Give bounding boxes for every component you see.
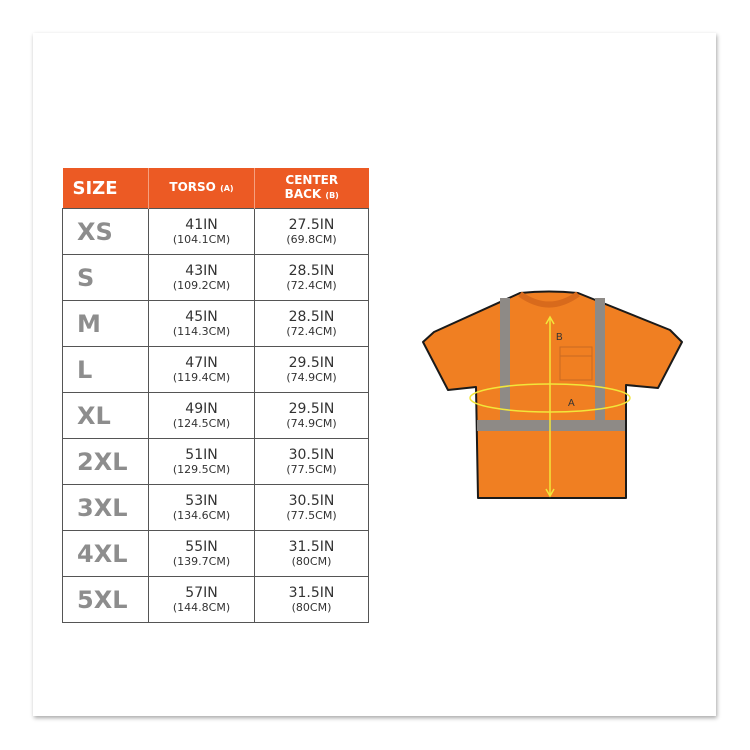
table-row: 2XL 51IN (129.5CM) 30.5IN (77.5CM) bbox=[62, 438, 369, 485]
collar bbox=[518, 291, 580, 308]
center-back-centimeters: (77.5CM) bbox=[286, 462, 337, 476]
table-row: L 47IN (119.4CM) 29.5IN (74.9CM) bbox=[62, 346, 369, 393]
table-body: XS 41IN (104.1CM) 27.5IN (69.8CM) S 43IN (109.2… bbox=[62, 208, 369, 623]
size-cell: XL bbox=[62, 392, 149, 439]
center-back-inches: 30.5IN bbox=[288, 492, 335, 509]
torso-cell: 47IN (119.4CM) bbox=[148, 346, 255, 393]
header-torso-label: TORSO bbox=[169, 180, 216, 194]
torso-centimeters: (119.4CM) bbox=[172, 370, 231, 384]
size-cell: 3XL bbox=[62, 484, 149, 531]
torso-inches: 53IN bbox=[185, 492, 218, 509]
measure-arrowheads bbox=[545, 315, 555, 498]
center-back-centimeters: (80CM) bbox=[291, 554, 332, 568]
label-b: B bbox=[556, 332, 563, 343]
center-back-inches: 27.5IN bbox=[288, 216, 335, 233]
torso-inches: 41IN bbox=[185, 216, 218, 233]
header-size: SIZE bbox=[62, 168, 149, 209]
torso-centimeters: (109.2CM) bbox=[172, 278, 231, 292]
center-back-cell: 29.5IN (74.9CM) bbox=[254, 392, 369, 439]
center-back-cell: 30.5IN (77.5CM) bbox=[254, 438, 369, 485]
tshirt-diagram: B A bbox=[422, 290, 683, 499]
size-cell: 5XL bbox=[62, 576, 149, 623]
center-back-inches: 28.5IN bbox=[288, 262, 335, 279]
torso-centimeters: (139.7CM) bbox=[172, 554, 231, 568]
table-row: 5XL 57IN (144.8CM) 31.5IN (80CM) bbox=[62, 576, 369, 623]
center-back-inches: 28.5IN bbox=[288, 308, 335, 325]
torso-centimeters: (144.8CM) bbox=[172, 600, 231, 614]
reflective-stripe-right bbox=[595, 298, 605, 422]
torso-inches: 49IN bbox=[185, 400, 218, 417]
torso-centimeters: (104.1CM) bbox=[172, 232, 231, 246]
header-center-back-key: (B) bbox=[325, 191, 339, 200]
center-back-centimeters: (77.5CM) bbox=[286, 508, 337, 522]
torso-inches: 57IN bbox=[185, 584, 218, 601]
header-center-back-line2: BACK bbox=[284, 187, 322, 201]
table-row: 4XL 55IN (139.7CM) 31.5IN (80CM) bbox=[62, 530, 369, 577]
center-back-inches: 31.5IN bbox=[288, 538, 335, 555]
reflective-stripe-left bbox=[500, 298, 510, 422]
torso-cell: 45IN (114.3CM) bbox=[148, 300, 255, 347]
size-cell: 2XL bbox=[62, 438, 149, 485]
torso-inches: 47IN bbox=[185, 354, 218, 371]
tshirt-body bbox=[422, 290, 683, 499]
center-back-centimeters: (74.9CM) bbox=[286, 370, 337, 384]
pocket bbox=[559, 346, 593, 381]
center-back-centimeters: (69.8CM) bbox=[286, 232, 337, 246]
center-back-inches: 31.5IN bbox=[288, 584, 335, 601]
table-row: 3XL 53IN (134.6CM) 30.5IN (77.5CM) bbox=[62, 484, 369, 531]
size-chart-table: SIZE TORSO (A) CENTER BACK (B) XS 41IN (104… bbox=[62, 168, 369, 623]
header-torso-key: (A) bbox=[220, 184, 234, 193]
center-back-centimeters: (72.4CM) bbox=[286, 278, 337, 292]
label-a: A bbox=[568, 398, 575, 409]
size-cell: 4XL bbox=[62, 530, 149, 577]
torso-cell: 41IN (104.1CM) bbox=[148, 208, 255, 255]
center-back-inches: 29.5IN bbox=[288, 354, 335, 371]
table-row: M 45IN (114.3CM) 28.5IN (72.4CM) bbox=[62, 300, 369, 347]
torso-centimeters: (124.5CM) bbox=[172, 416, 231, 430]
torso-inches: 45IN bbox=[185, 308, 218, 325]
torso-cell: 43IN (109.2CM) bbox=[148, 254, 255, 301]
center-back-centimeters: (80CM) bbox=[291, 600, 332, 614]
torso-centimeters: (114.3CM) bbox=[172, 324, 231, 338]
center-back-centimeters: (74.9CM) bbox=[286, 416, 337, 430]
torso-inches: 51IN bbox=[185, 446, 218, 463]
torso-centimeters: (134.6CM) bbox=[172, 508, 231, 522]
torso-centimeters: (129.5CM) bbox=[172, 462, 231, 476]
center-back-cell: 31.5IN (80CM) bbox=[254, 576, 369, 623]
header-torso: TORSO (A) bbox=[148, 168, 255, 209]
center-back-inches: 29.5IN bbox=[288, 400, 335, 417]
header-center-back: CENTER BACK (B) bbox=[254, 168, 369, 209]
center-back-inches: 30.5IN bbox=[288, 446, 335, 463]
table-row: S 43IN (109.2CM) 28.5IN (72.4CM) bbox=[62, 254, 369, 301]
center-back-cell: 28.5IN (72.4CM) bbox=[254, 300, 369, 347]
reflective-stripe-waist bbox=[477, 420, 625, 431]
center-back-cell: 30.5IN (77.5CM) bbox=[254, 484, 369, 531]
torso-inches: 55IN bbox=[185, 538, 218, 555]
table-row: XL 49IN (124.5CM) 29.5IN (74.9CM) bbox=[62, 392, 369, 439]
size-cell: M bbox=[62, 300, 149, 347]
header-center-back-line1: CENTER bbox=[285, 173, 339, 187]
center-back-centimeters: (72.4CM) bbox=[286, 324, 337, 338]
size-cell: L bbox=[62, 346, 149, 393]
size-cell: XS bbox=[62, 208, 149, 255]
torso-cell: 57IN (144.8CM) bbox=[148, 576, 255, 623]
torso-cell: 53IN (134.6CM) bbox=[148, 484, 255, 531]
table-header-row: SIZE TORSO (A) CENTER BACK (B) bbox=[62, 168, 369, 209]
torso-cell: 49IN (124.5CM) bbox=[148, 392, 255, 439]
center-back-cell: 27.5IN (69.8CM) bbox=[254, 208, 369, 255]
torso-cell: 51IN (129.5CM) bbox=[148, 438, 255, 485]
center-back-cell: 28.5IN (72.4CM) bbox=[254, 254, 369, 301]
size-cell: S bbox=[62, 254, 149, 301]
center-back-cell: 31.5IN (80CM) bbox=[254, 530, 369, 577]
torso-inches: 43IN bbox=[185, 262, 218, 279]
table-row: XS 41IN (104.1CM) 27.5IN (69.8CM) bbox=[62, 208, 369, 255]
center-back-cell: 29.5IN (74.9CM) bbox=[254, 346, 369, 393]
torso-cell: 55IN (139.7CM) bbox=[148, 530, 255, 577]
